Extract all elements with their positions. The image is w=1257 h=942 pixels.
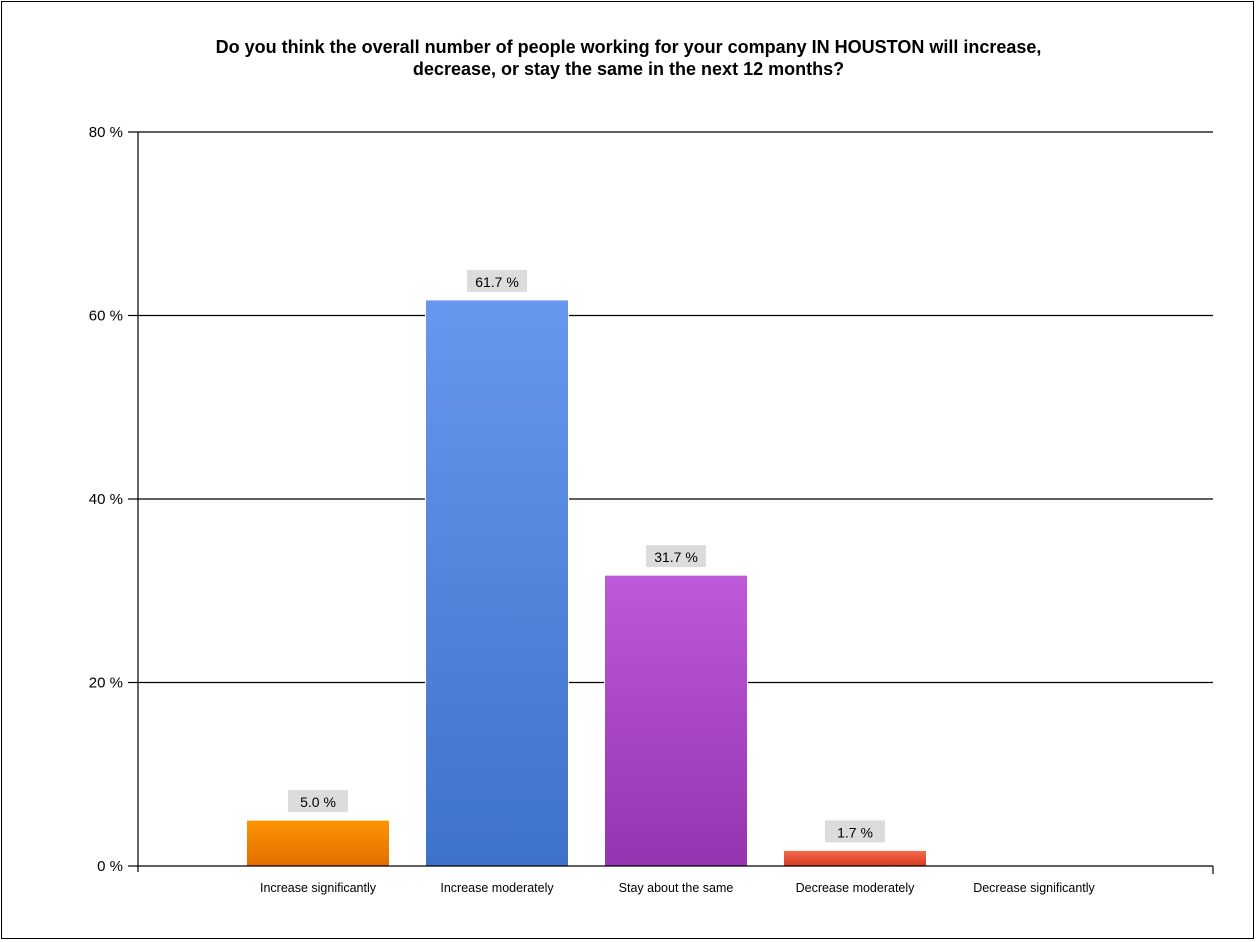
data-label: 61.7 %: [475, 274, 519, 290]
data-label: 31.7 %: [654, 549, 698, 565]
data-label-background: [825, 820, 885, 843]
x-tick-label: Stay about the same: [619, 881, 734, 895]
y-tick-label: 0 %: [97, 858, 123, 875]
y-tick-label: 20 %: [89, 675, 123, 692]
x-tick-label: Decrease significantly: [973, 881, 1095, 895]
x-axis: Increase significantly Increase moderatel…: [138, 865, 1214, 895]
bars: [246, 299, 927, 867]
bar: [246, 819, 390, 867]
data-labels: 5.0 % 61.7 % 31.7 % 1.7 %: [288, 269, 885, 843]
data-label: 1.7 %: [837, 824, 873, 840]
y-axis: 0 % 20 % 40 % 60 % 80 %: [89, 124, 139, 875]
x-tick-label: Decrease moderately: [796, 881, 916, 895]
data-label: 5.0 %: [300, 794, 336, 810]
y-tick-label: 40 %: [89, 491, 123, 508]
bar: [604, 574, 748, 867]
x-tick-label: Increase moderately: [440, 881, 554, 895]
x-tick-label: Increase significantly: [260, 881, 377, 895]
data-label-background: [467, 269, 527, 292]
chart-title-line-1: Do you think the overall number of peopl…: [215, 37, 1042, 57]
chart-title: Do you think the overall number of peopl…: [0, 36, 1257, 80]
bar: [425, 299, 569, 867]
gridlines: [138, 131, 1213, 684]
data-label-background: [646, 545, 706, 568]
y-tick-label: 80 %: [89, 124, 123, 141]
chart-title-line-2: decrease, or stay the same in the next 1…: [412, 59, 845, 79]
data-label-background: [288, 790, 348, 813]
bar: [783, 849, 927, 867]
y-tick-label: 60 %: [89, 308, 123, 325]
